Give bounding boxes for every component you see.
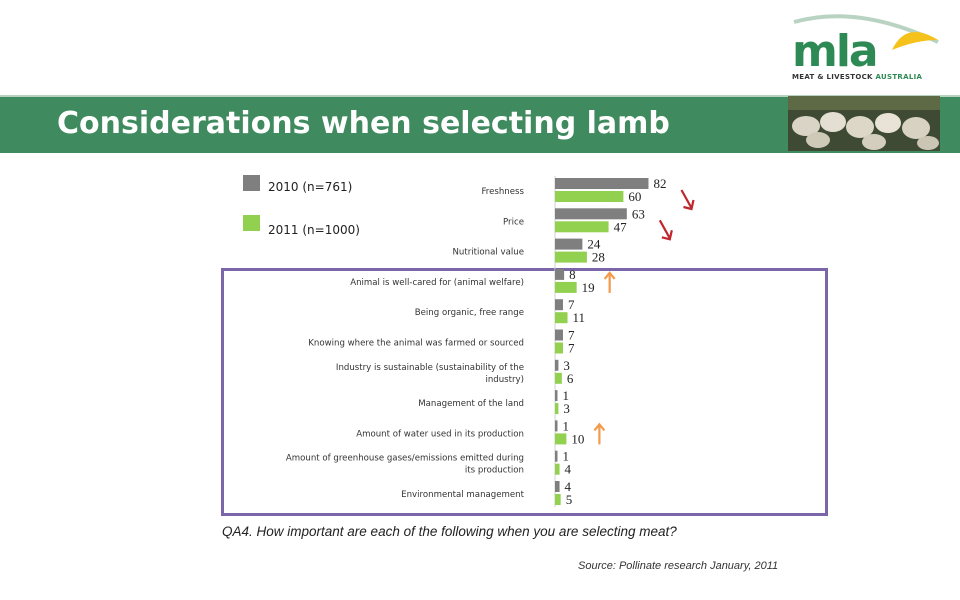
data-label-2010: 4: [565, 479, 572, 494]
data-label-2011: 4: [565, 462, 572, 477]
legend-swatch-2011: [243, 215, 260, 231]
category-label: Animal is well-cared for (animal welfare…: [350, 278, 524, 288]
data-label-2010: 63: [632, 206, 645, 221]
data-label-2010: 1: [563, 449, 570, 464]
data-label-2010: 3: [563, 358, 570, 373]
bar-2011: [555, 342, 563, 354]
up-arrow-head-icon: [603, 271, 616, 280]
bar-2011: [555, 403, 559, 415]
bar-2010: [555, 359, 559, 371]
sheep-photo: [788, 96, 940, 151]
data-label-2010: 1: [563, 388, 570, 403]
data-label-2010: 24: [587, 237, 601, 252]
category-label: Industry is sustainable (sustainability …: [336, 363, 524, 385]
up-arrow-head-icon: [593, 422, 606, 432]
environmental-factors-highlight: [221, 268, 828, 516]
category-label: Freshness: [481, 187, 524, 197]
bar-2010: [555, 420, 558, 432]
mla-logo: mla: [792, 26, 879, 77]
down-arrow-head-icon: [683, 199, 695, 211]
bar-2010: [555, 299, 563, 311]
data-label-2010: 7: [568, 328, 575, 343]
bar-2011: [555, 281, 577, 293]
survey-question: QA4. How important are each of the follo…: [222, 524, 677, 539]
data-label-2011: 10: [571, 431, 584, 446]
bar-2011: [555, 251, 587, 263]
legend-label-2010: 2010 (n=761): [268, 180, 353, 194]
bar-2010: [555, 208, 627, 220]
data-label-2011: 60: [628, 189, 641, 204]
bar-2011: [555, 463, 560, 475]
data-label-2011: 11: [573, 310, 586, 325]
legend-label-2011: 2011 (n=1000): [268, 223, 360, 237]
down-arrow-head-icon: [661, 230, 673, 241]
bar-2011: [555, 221, 609, 233]
page-title: Considerations when selecting lamb: [57, 106, 670, 141]
down-arrow-icon: [680, 189, 693, 209]
data-label-2010: 1: [563, 418, 570, 433]
bar-2011: [555, 494, 561, 505]
category-label: Knowing where the animal was farmed or s…: [308, 339, 524, 349]
category-label: Management of the land: [418, 399, 524, 409]
category-label: Nutritional value: [453, 248, 525, 258]
data-label-2011: 47: [614, 219, 628, 234]
source-note: Source: Pollinate research January, 2011: [578, 560, 779, 572]
bar-2010: [555, 238, 583, 250]
data-label-2011: 28: [592, 250, 605, 265]
bar-2011: [555, 191, 624, 202]
data-label-2010: 7: [568, 297, 575, 312]
data-label-2011: 3: [563, 401, 570, 416]
data-label-2010: 82: [653, 176, 666, 191]
category-label: Amount of water used in its production: [356, 429, 524, 439]
mla-logo-graphic: [793, 14, 939, 50]
data-label-2011: 6: [567, 371, 574, 386]
data-label-2011: 7: [568, 341, 575, 356]
category-label: Amount of greenhouse gases/emissions emi…: [286, 454, 524, 476]
bar-2010: [555, 178, 649, 189]
bar-2010: [555, 390, 558, 402]
mla-logo-subtitle: MEAT & LIVESTOCK AUSTRALIA: [792, 73, 923, 81]
data-label-2011: 5: [566, 492, 573, 507]
category-label: Being organic, free range: [415, 308, 524, 318]
bar-2010: [555, 329, 563, 341]
down-arrow-icon: [658, 219, 671, 239]
bar-2011: [555, 433, 567, 445]
bar-2010: [555, 450, 558, 462]
data-label-2011: 19: [582, 280, 595, 295]
data-label-2010: 8: [569, 267, 576, 282]
category-label: Price: [503, 217, 524, 227]
bar-2011: [555, 312, 568, 324]
category-label: Environmental management: [401, 490, 524, 500]
legend-swatch-2010: [243, 175, 260, 191]
bar-2010: [555, 268, 565, 280]
bar-2011: [555, 372, 562, 384]
bar-2010: [555, 481, 560, 492]
